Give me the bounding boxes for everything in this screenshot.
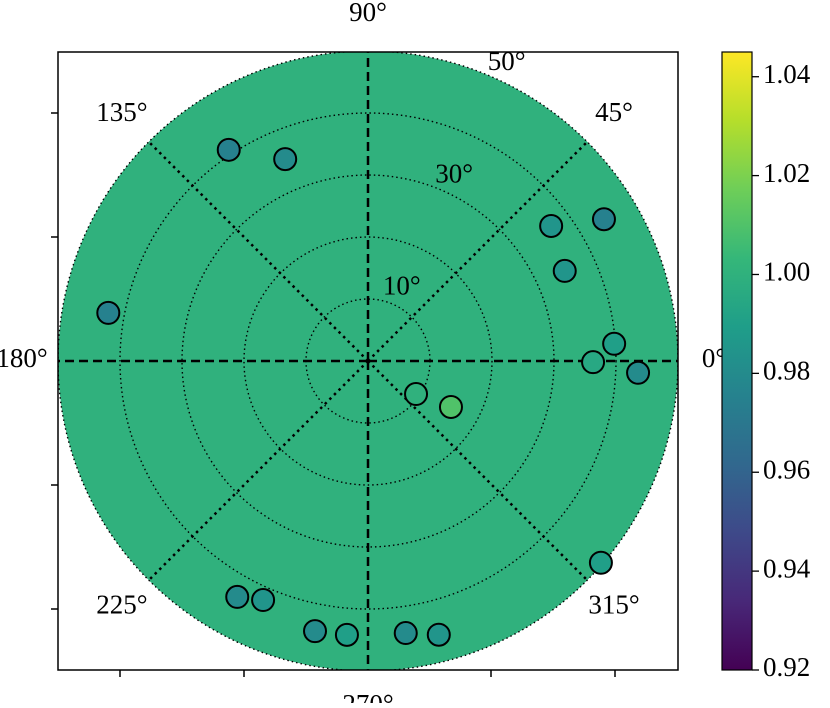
point	[438, 394, 463, 419]
colorbar-tick-label: 0.94	[763, 553, 811, 583]
point	[225, 584, 250, 609]
point	[581, 350, 606, 375]
point	[626, 360, 651, 385]
point	[216, 137, 241, 162]
r-tick-label: 10°	[383, 271, 421, 301]
r-grid-ring	[119, 112, 617, 610]
point	[426, 622, 451, 647]
r-tick-label: 30°	[435, 158, 473, 188]
point	[303, 619, 328, 644]
frame-ticks	[51, 112, 616, 677]
point	[591, 207, 616, 232]
colorbar-tick-label: 0.96	[763, 454, 810, 484]
theta-tick-label: 180°	[0, 343, 48, 373]
theta-tick-label: 135°	[96, 97, 147, 127]
point	[334, 622, 359, 647]
point	[96, 300, 121, 325]
point	[539, 213, 564, 238]
point	[393, 621, 418, 646]
colorbar-tick-label: 1.00	[763, 257, 810, 287]
colorbar-tick-label: 0.92	[763, 652, 810, 682]
theta-tick-label: 315°	[588, 589, 639, 619]
colorbar	[721, 51, 753, 671]
r-tick-label: 50°	[488, 46, 526, 76]
plot-area	[58, 52, 678, 670]
colorbar-tick-label: 0.98	[763, 356, 810, 386]
axes-frame	[57, 51, 679, 671]
theta-tick-label: 45°	[595, 97, 633, 127]
point	[552, 258, 577, 283]
theta-tick-label: 90°	[349, 0, 387, 27]
theta-tick-label: 225°	[96, 589, 147, 619]
colorbar-tick-label: 1.04	[763, 59, 811, 89]
r-grid-ring	[243, 236, 493, 486]
point	[602, 331, 627, 356]
point	[588, 550, 613, 575]
theta-tick-label: 270°	[342, 689, 393, 703]
point	[273, 147, 298, 172]
point	[404, 382, 429, 407]
colorbar-tick-label: 1.02	[763, 158, 810, 188]
point	[251, 588, 276, 613]
